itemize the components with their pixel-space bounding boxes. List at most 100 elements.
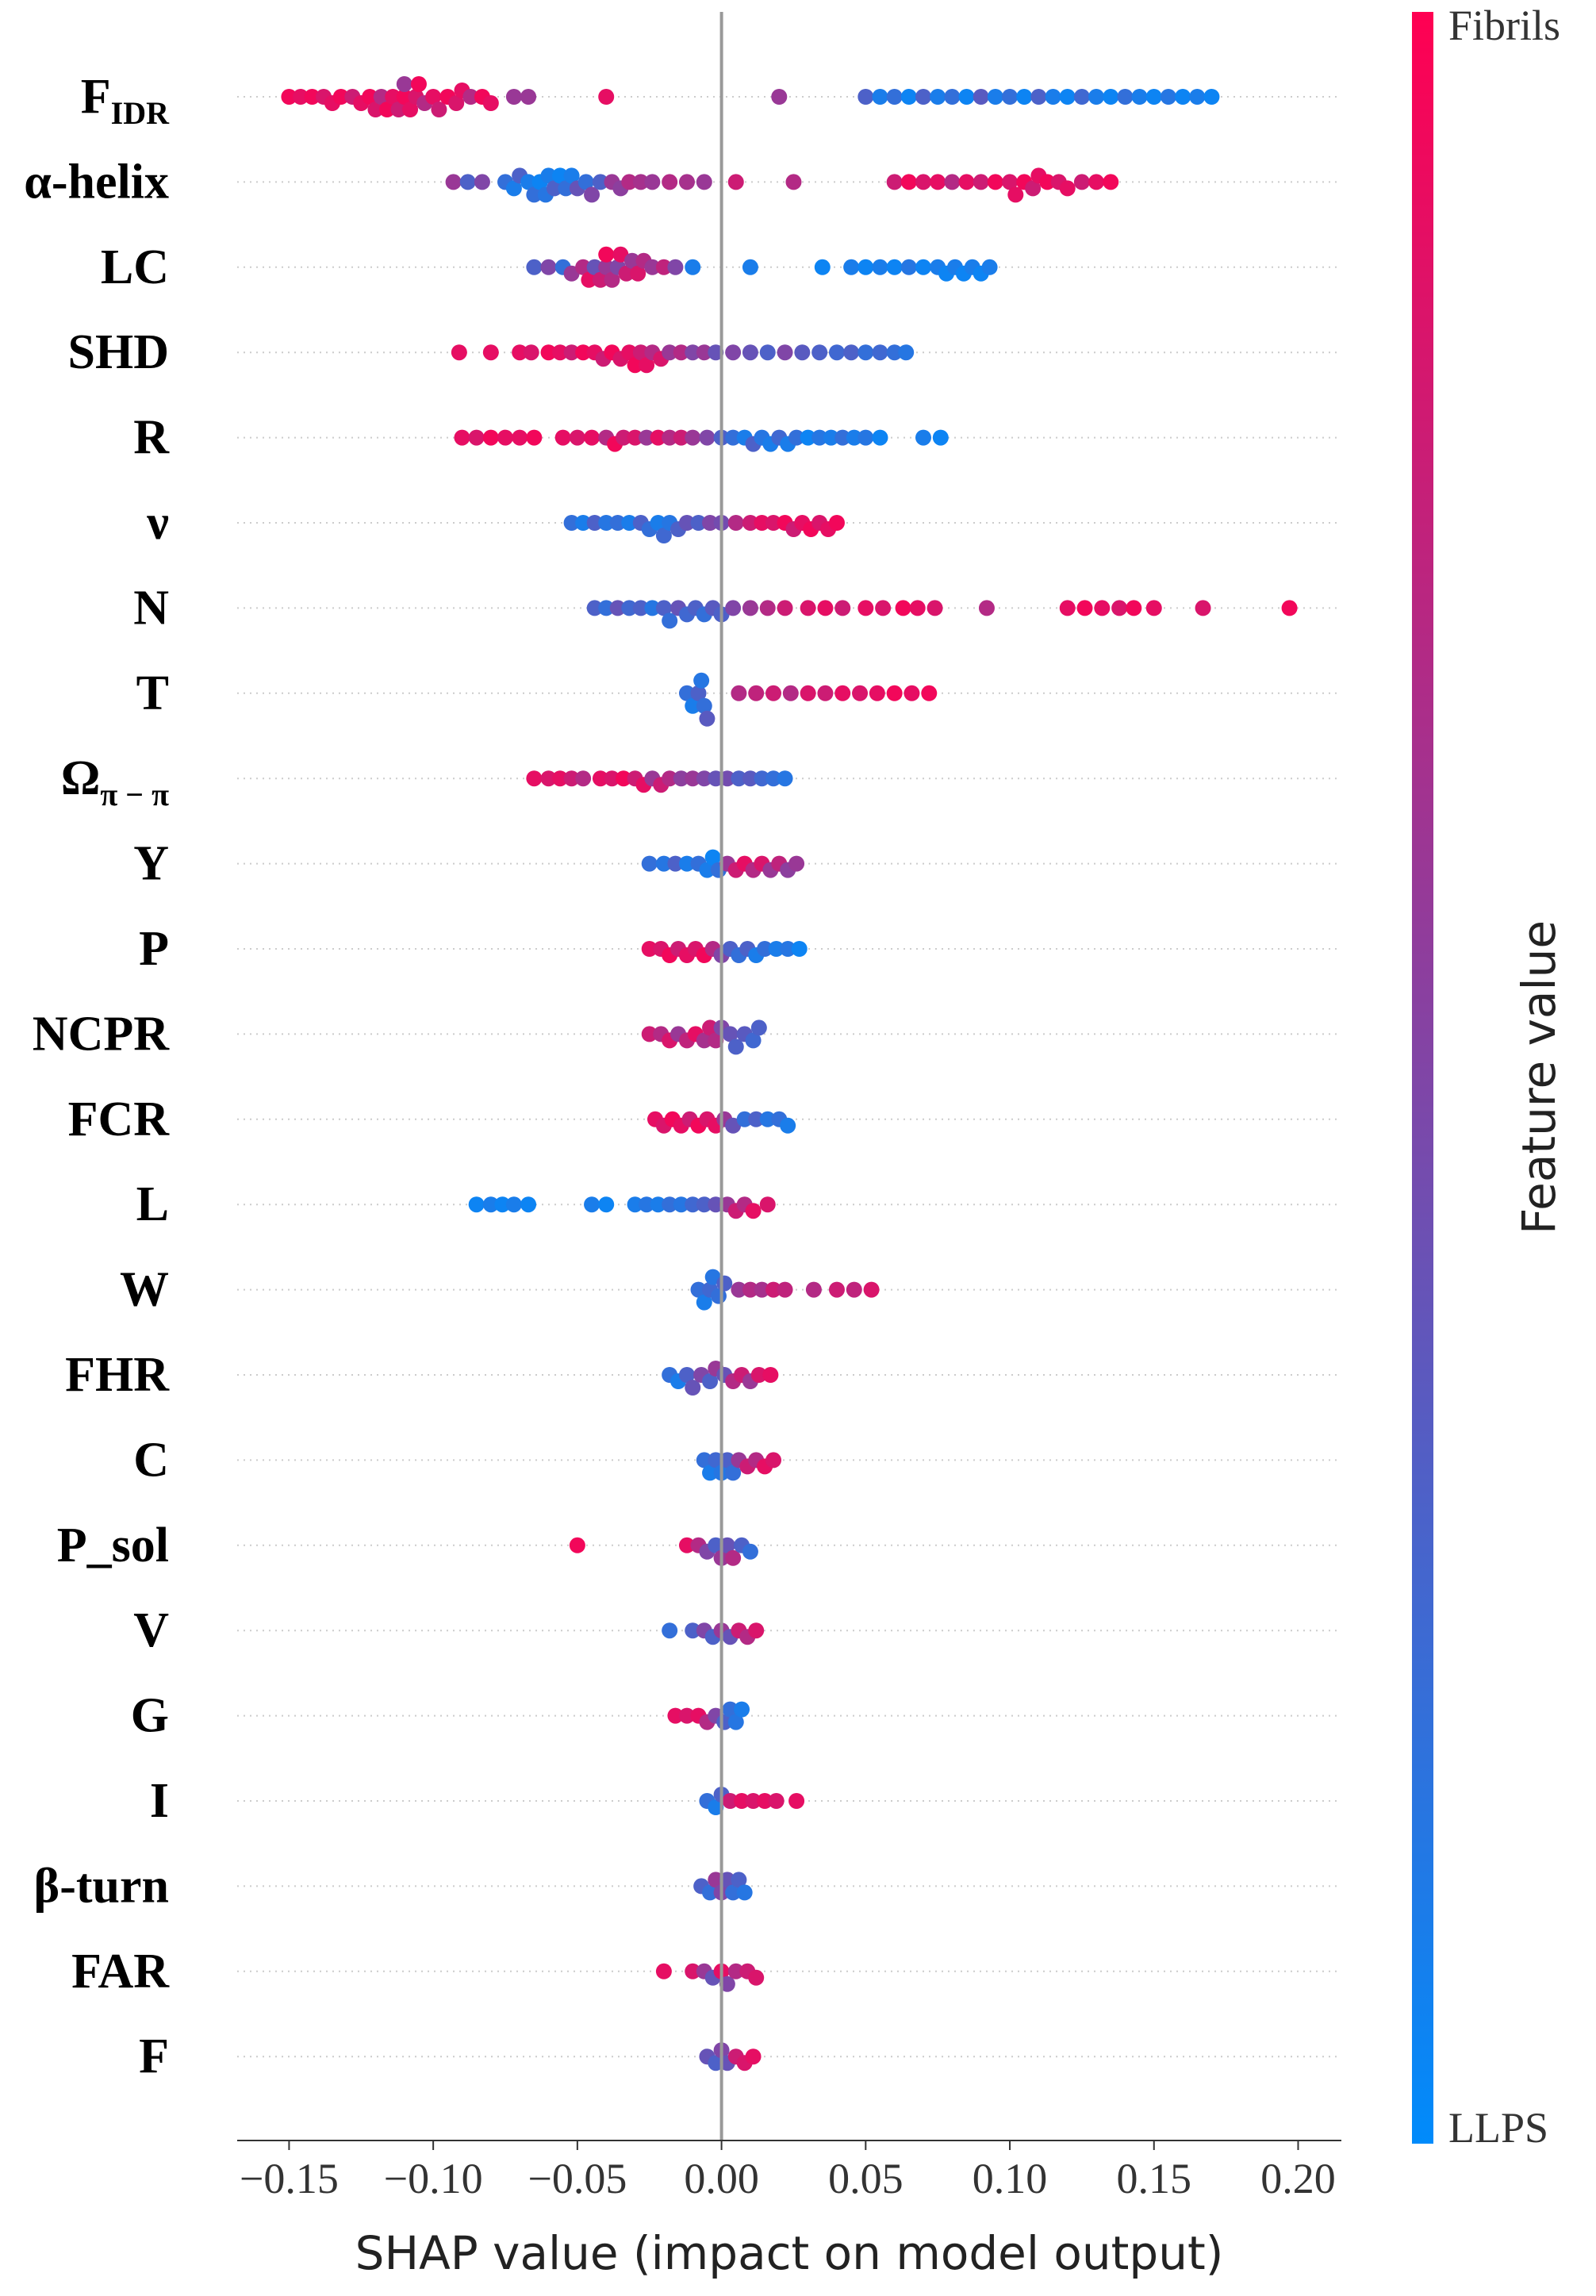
dot (598, 515, 615, 531)
dot (765, 515, 782, 531)
dot (362, 89, 378, 105)
feature-label: F (139, 2029, 169, 2083)
dot (662, 770, 678, 787)
dot (482, 1196, 499, 1213)
dot (563, 344, 580, 361)
dot (800, 429, 816, 446)
dot (655, 259, 672, 275)
dot (759, 344, 776, 361)
dot (762, 1367, 779, 1383)
dot (385, 89, 401, 105)
dot (788, 1793, 805, 1809)
dot (378, 102, 395, 117)
dot (673, 429, 689, 446)
dot (780, 1117, 796, 1134)
dot (1203, 89, 1220, 105)
dot (708, 1452, 724, 1469)
dot (1145, 600, 1162, 616)
dot (655, 528, 672, 543)
dot (1175, 89, 1191, 105)
dot (886, 259, 903, 275)
dot (581, 271, 597, 288)
dot (857, 600, 874, 616)
dot (742, 259, 758, 275)
dot (857, 89, 874, 105)
dot (281, 89, 297, 105)
dot (482, 429, 499, 446)
dot (584, 429, 600, 446)
dot (734, 1701, 750, 1718)
dot (1117, 89, 1134, 105)
dot (445, 174, 462, 190)
dot (1145, 89, 1162, 105)
dot (662, 612, 678, 629)
dot (685, 429, 701, 446)
dot (722, 1793, 739, 1809)
dot (857, 429, 874, 446)
x-tick-label: 0.15 (1117, 2155, 1192, 2202)
dot (497, 429, 514, 446)
dot (526, 186, 543, 203)
dot (958, 174, 975, 190)
dot (719, 1537, 735, 1553)
dot (662, 344, 678, 361)
dot (811, 429, 828, 446)
dot (685, 1196, 701, 1213)
dot (869, 685, 885, 701)
dot (644, 174, 661, 190)
dot (667, 259, 684, 275)
dot (644, 259, 661, 275)
dot (696, 174, 712, 190)
dot (618, 265, 635, 282)
feature-label: G (131, 1689, 169, 1743)
dot (800, 600, 816, 616)
dot (973, 89, 989, 105)
dot (1007, 186, 1024, 203)
dot (696, 1452, 712, 1469)
dot (540, 259, 557, 275)
dot (958, 89, 975, 105)
feature-label: FIDR (81, 70, 170, 131)
dot (462, 89, 479, 105)
dot (909, 600, 926, 616)
dot (782, 685, 799, 701)
dot (621, 515, 638, 531)
dot (895, 600, 911, 616)
dot (785, 174, 802, 190)
dot (616, 429, 632, 446)
feature-label-main: Ω (61, 751, 101, 805)
dot (765, 770, 782, 787)
dot (725, 1465, 742, 1481)
dot (708, 1196, 724, 1213)
dot (482, 95, 499, 111)
dot (584, 1196, 600, 1213)
dot (699, 862, 716, 878)
dot (627, 1196, 643, 1213)
dot (685, 1380, 701, 1396)
dot (725, 429, 742, 446)
dot (586, 515, 603, 531)
dot (690, 515, 707, 531)
dot (678, 685, 695, 701)
dot (604, 271, 620, 288)
feature-label: P (139, 922, 169, 976)
dot (872, 344, 888, 361)
dot (1195, 600, 1211, 616)
dot (736, 1884, 753, 1901)
dot (875, 600, 892, 616)
dot (685, 770, 701, 787)
dot (921, 685, 938, 701)
dot (900, 174, 917, 190)
dot (402, 102, 419, 117)
dot (662, 1196, 678, 1213)
dot (552, 770, 569, 787)
dot (598, 89, 615, 105)
feature-label: ν (146, 496, 169, 550)
dot (843, 259, 860, 275)
dot (552, 167, 569, 184)
dot (765, 685, 782, 701)
dot (494, 1196, 511, 1213)
dot (641, 1026, 658, 1042)
dot (750, 1019, 767, 1036)
dot (886, 89, 903, 105)
